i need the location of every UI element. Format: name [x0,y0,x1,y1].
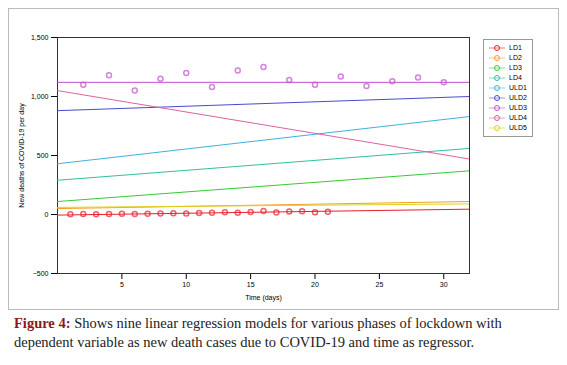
svg-text:500: 500 [37,152,49,159]
html-text:ULD1: ULD1 [509,84,527,91]
svg-text:20: 20 [311,281,319,288]
html-text:LD1: LD1 [509,44,522,51]
svg-text:−500: −500 [33,270,49,277]
html-text:ULD4: ULD4 [509,114,527,121]
svg-text:5: 5 [120,281,124,288]
svg-text:15: 15 [247,281,255,288]
svg-text:30: 30 [440,281,448,288]
html-text:Figure 4: Shows nine linear re: Figure 4: Shows nine linear regression m… [14,315,502,350]
html-text:ULD5: ULD5 [509,124,527,131]
svg-text:25: 25 [375,281,383,288]
svg-text:New deaths of COVID-19 per day: New deaths of COVID-19 per day [18,103,26,208]
html-text:LD4: LD4 [509,74,522,81]
svg-text:10: 10 [182,281,190,288]
html-text:LD3: LD3 [509,64,522,71]
svg-text:Time (days): Time (days) [245,294,282,302]
svg-text:0: 0 [45,211,49,218]
svg-text:1,000: 1,000 [31,93,49,100]
svg-text:1,500: 1,500 [31,34,49,41]
html-text:ULD3: ULD3 [509,104,527,111]
html-text:LD2: LD2 [509,54,522,61]
html-text:ULD2: ULD2 [509,94,527,101]
